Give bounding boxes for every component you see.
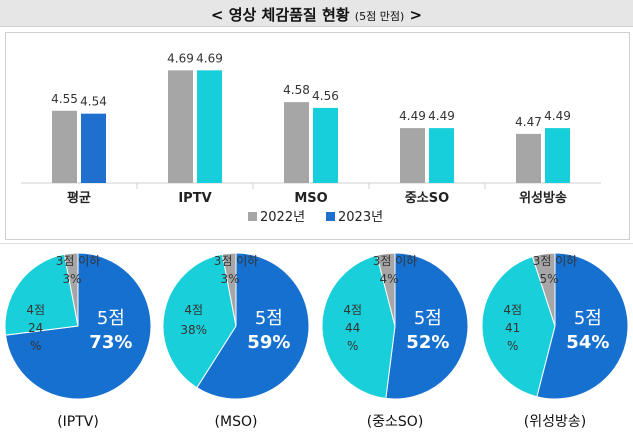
bar-chart-panel: 4.55 4.54 평균 4.69 4.69 IPTV 4.58 4.56 MSO 4.49 4.4… (5, 32, 630, 240)
pie-label-4: 4점 (503, 303, 522, 317)
category-label: IPTV (178, 191, 211, 206)
pie-label-3: 3점 이하 (373, 254, 418, 268)
pie-value-4: 44 (345, 321, 360, 335)
pie-value-3: 5% (539, 272, 558, 286)
title-bar: < 영상 체감품질 현황 (5점 만점) > (0, 0, 633, 27)
pie-value-5: 73% (89, 332, 132, 353)
pie-label-4: 4점 (343, 303, 362, 317)
pie-value-4: 38% (180, 323, 207, 337)
bar-2022 (52, 110, 77, 183)
title-close-bracket: > (409, 6, 423, 24)
pie-slice (531, 252, 556, 327)
title-main: < 영상 체감품질 현황 (210, 6, 350, 24)
pie-label-5: 5점 (414, 308, 442, 329)
legend-swatch (248, 212, 257, 221)
chart-title: < 영상 체감품질 현황 (5점 만점) > (0, 4, 633, 25)
bar-2022 (400, 128, 425, 183)
bar-value-label: 4.49 (399, 109, 426, 123)
bar-2023 (429, 128, 454, 183)
pie-category-label: (IPTV) (57, 414, 99, 430)
pie-value-5: 54% (566, 332, 609, 353)
pie-slice (4, 253, 79, 336)
bar-value-label: 4.58 (283, 83, 310, 97)
pie-label-3: 3점 이하 (533, 254, 578, 268)
bar-value-label: 4.55 (51, 92, 78, 106)
bar-2023 (197, 70, 222, 183)
pie-slice (221, 252, 237, 327)
pie-slice (321, 254, 396, 399)
legend-label: 2023년 (338, 210, 383, 225)
bar-2022 (516, 133, 541, 183)
pie-value-4-unit: % (30, 339, 41, 353)
pie-value-3: 4% (379, 272, 398, 286)
pie-slice (481, 255, 556, 398)
pie-slice (162, 253, 237, 389)
pie-charts-panel: 5점 73% 4점 24% 3점 이하 3% (IPTV) 5점 59% 4점 38% 3점 이하 3%… (0, 243, 633, 440)
pie-value-4: 41 (505, 321, 520, 335)
pie-value-3: 3% (220, 272, 239, 286)
pie-value-4: 24 (28, 321, 43, 335)
pie-slice (376, 252, 396, 327)
pie-category-label: (MSO) (215, 414, 258, 430)
bar-2023 (545, 128, 570, 183)
pie-label-3: 3점 이하 (56, 254, 101, 268)
pie-value-5: 59% (247, 332, 290, 353)
legend-label: 2022년 (260, 210, 305, 225)
pie-label-5: 5점 (574, 308, 602, 329)
pie-slice (196, 252, 310, 400)
pie-label-5: 5점 (97, 308, 125, 329)
pie-charts: 5점 73% 4점 24% 3점 이하 3% (IPTV) 5점 59% 4점 38% 3점 이하 3%… (4, 252, 629, 430)
category-label: 위성방송 (519, 190, 567, 206)
category-label: 평균 (67, 190, 91, 206)
bar-value-label: 4.49 (544, 109, 571, 123)
pie-label-4: 4점 (184, 303, 203, 317)
pie-label-4: 4점 (26, 303, 45, 317)
pie-category-label: (위성방송) (524, 414, 586, 430)
pie-slice (63, 252, 79, 327)
bar-2023 (81, 113, 106, 183)
bar-value-label: 4.54 (80, 95, 107, 109)
bar-2022 (168, 70, 193, 183)
title-subtitle: (5점 만점) (354, 10, 405, 23)
bar-value-label: 4.69 (196, 51, 223, 65)
category-label: MSO (294, 191, 327, 206)
category-label: 중소SO (405, 191, 449, 206)
bar-value-label: 4.69 (167, 51, 194, 65)
bar-value-label: 4.56 (312, 89, 339, 103)
pie-slice (385, 252, 469, 400)
bar-2022 (284, 102, 309, 183)
pie-category-label: (중소SO) (367, 414, 424, 430)
pie-value-4-unit: % (507, 339, 518, 353)
pie-value-5: 52% (406, 332, 449, 353)
legend-swatch (326, 212, 335, 221)
pie-value-4-unit: % (347, 339, 358, 353)
pie-label-5: 5점 (255, 308, 283, 329)
pie-slice (536, 252, 629, 400)
pie-label-3: 3점 이하 (214, 254, 259, 268)
bar-2023 (313, 107, 338, 183)
bar-value-label: 4.49 (428, 109, 455, 123)
bar-value-label: 4.47 (515, 115, 542, 129)
pie-value-3: 3% (62, 272, 81, 286)
